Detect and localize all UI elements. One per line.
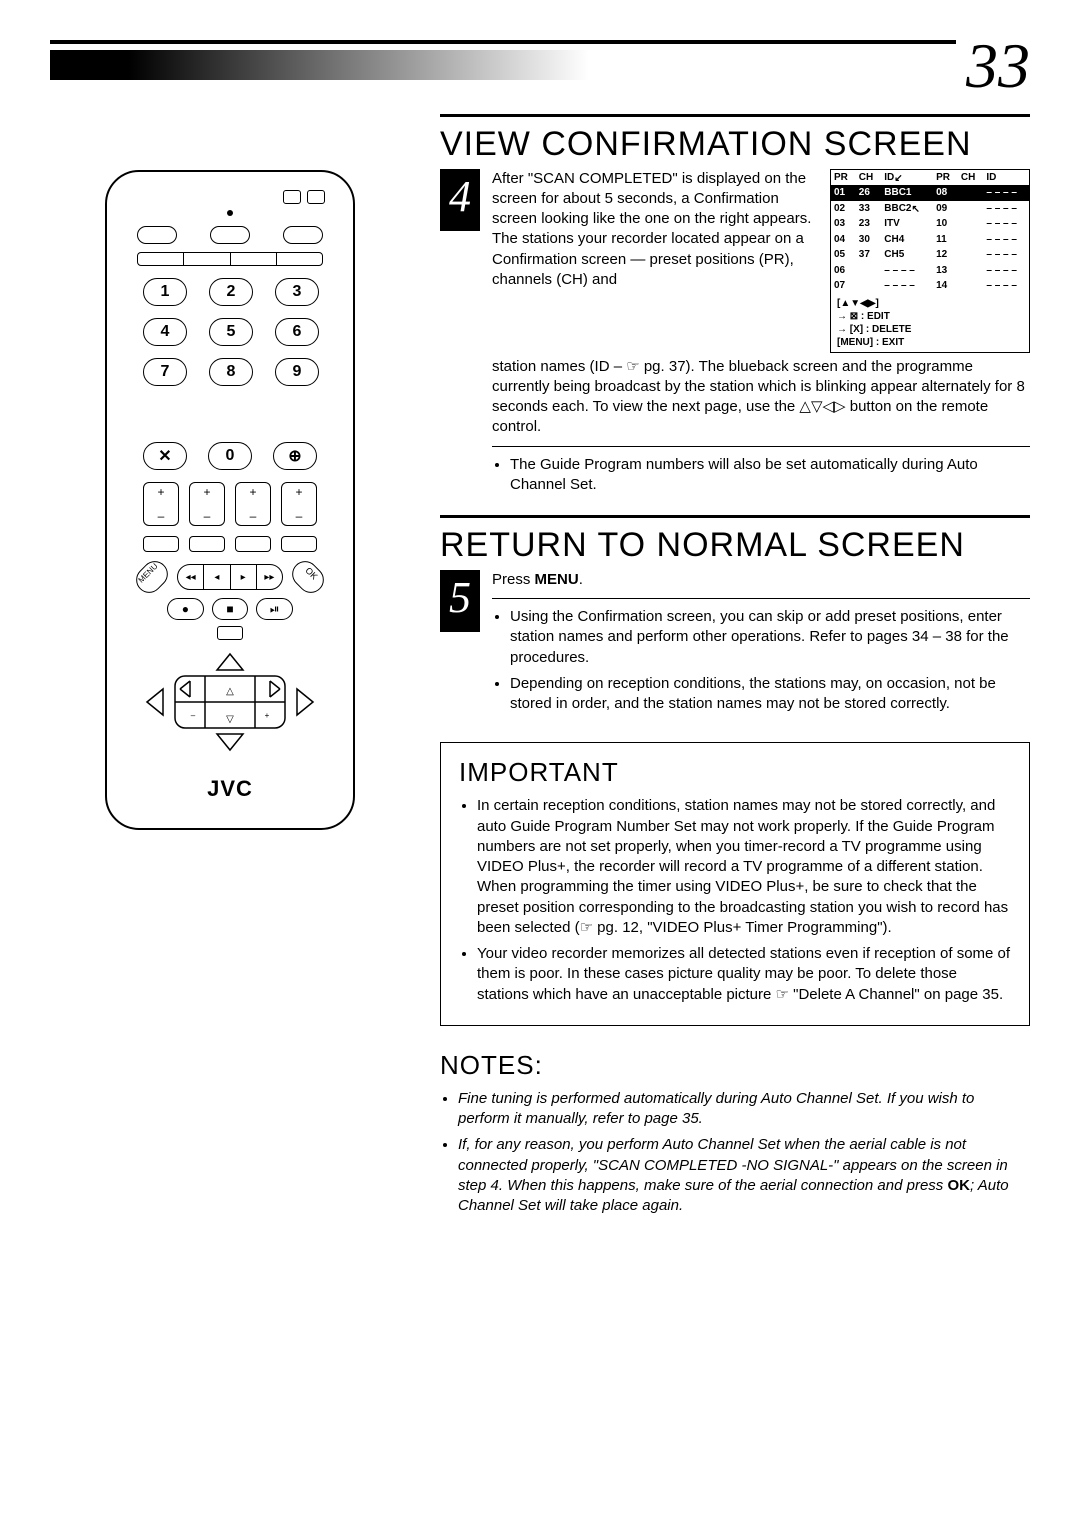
notes-section: NOTES: Fine tuning is performed automati… [440,1050,1030,1217]
section4-title: VIEW CONFIRMATION SCREEN [440,127,1030,163]
important-title: IMPORTANT [459,757,1011,788]
remote-numpad: 1 2 3 4 5 6 7 8 9 [143,278,317,386]
press-menu-line: Press MENU. [492,570,1030,590]
svg-text:+: + [265,711,270,720]
important-bullet-2: Your video recorder memorizes all detect… [477,944,1011,1005]
key-cancel: ✕ [143,442,187,470]
content-column: VIEW CONFIRMATION SCREEN 4 After "SCAN C… [440,110,1030,1222]
key-0: 0 [208,442,252,470]
step4-bullet: The Guide Program numbers will also be s… [510,455,1030,496]
sec5-bullet-1: Using the Confirmation screen, you can s… [510,607,1030,668]
step4-tail: station names (ID – ☞ pg. 37). The blueb… [492,357,1030,438]
remote-column: 1 2 3 4 5 6 7 8 9 ✕ 0 ⊕ ME [50,110,410,1222]
key-6: 6 [275,318,319,346]
key-5: 5 [209,318,253,346]
gradient-bar [50,50,1030,80]
menu-button: MENU [131,556,173,598]
page-number: 33 [956,34,1030,98]
key-4: 4 [143,318,187,346]
dpad-icon: △ ▽ – + [145,652,315,752]
key-2: 2 [209,278,253,306]
confirmation-table: PRCHID↙PRCHID0126BBC108– – – –0233BBC2↖0… [830,169,1030,353]
key-7: 7 [143,358,187,386]
section-return-normal: RETURN TO NORMAL SCREEN 5 Press MENU. Us… [440,515,1030,720]
section-view-confirmation: VIEW CONFIRMATION SCREEN 4 After "SCAN C… [440,114,1030,501]
svg-text:▽: ▽ [226,714,234,725]
section5-title: RETURN TO NORMAL SCREEN [440,528,1030,564]
svg-text:△: △ [226,686,234,697]
notes-title: NOTES: [440,1050,1030,1081]
brand-label: JVC [107,776,353,802]
sec5-bullet-2: Depending on reception conditions, the s… [510,674,1030,715]
key-3: 3 [275,278,319,306]
step4-lead: After "SCAN COMPLETED" is displayed on t… [492,169,816,353]
remote-illustration: 1 2 3 4 5 6 7 8 9 ✕ 0 ⊕ ME [105,170,355,830]
key-9: 9 [275,358,319,386]
important-box: IMPORTANT In certain reception condition… [440,742,1030,1026]
note-1: Fine tuning is performed automatically d… [458,1089,1030,1130]
key-1: 1 [143,278,187,306]
ok-button: OK [287,556,329,598]
step-5-number: 5 [440,570,480,632]
step-4-number: 4 [440,169,480,231]
manual-page: 33 1 2 3 4 5 6 7 8 9 [50,40,1030,1486]
key-8: 8 [209,358,253,386]
important-bullet-1: In certain reception conditions, station… [477,796,1011,938]
top-rule: 33 [50,40,1030,44]
svg-text:–: – [191,711,196,720]
key-plus: ⊕ [273,442,317,470]
note-2: If, for any reason, you perform Auto Cha… [458,1135,1030,1216]
